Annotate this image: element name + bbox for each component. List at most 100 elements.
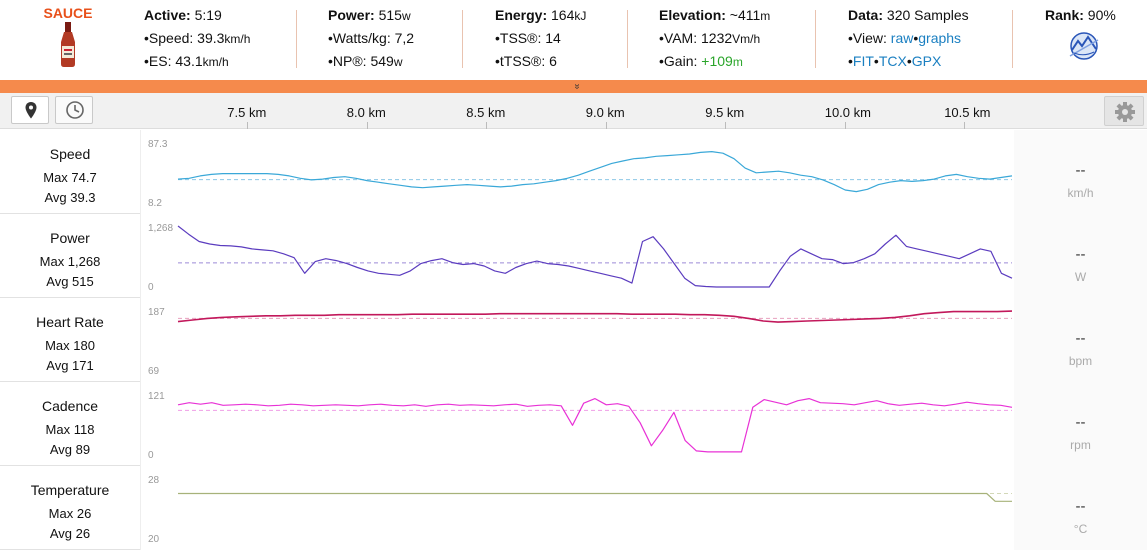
series-line-cadence (177, 398, 1013, 453)
elevation-value: ~411 (729, 7, 761, 23)
stream-avg: Avg 515 (46, 274, 94, 289)
divider (462, 10, 463, 68)
export-gpx-link[interactable]: GPX (911, 53, 942, 69)
distance-tick (366, 122, 368, 129)
divider (296, 10, 297, 68)
collapse-bar[interactable] (0, 80, 1147, 93)
distance-tick (725, 122, 727, 129)
export-tcx-link[interactable]: TCX (878, 53, 907, 69)
stream-title: Heart Rate (36, 314, 104, 330)
distance-tick (844, 122, 846, 129)
y-max-label: 87.3 (148, 139, 168, 150)
stream-unit: km/h (1067, 186, 1094, 200)
stream-readout (1014, 214, 1147, 298)
stream-unit: rpm (1070, 438, 1091, 452)
clock-icon (66, 101, 84, 119)
stream-unit: °C (1073, 522, 1088, 536)
distance-tick-label: 10.5 km (944, 105, 991, 120)
sauce-bottle-icon (61, 22, 75, 67)
stream-max: Max 180 (45, 338, 95, 353)
gain-value: +109 (701, 53, 733, 69)
world-tour-icon[interactable] (1064, 30, 1104, 62)
chevron-down-icon[interactable]: » (571, 83, 583, 90)
view-raw-link[interactable]: raw (890, 30, 914, 46)
time-mode-button[interactable] (55, 96, 93, 124)
stream-plot-cadence[interactable] (140, 382, 1014, 466)
stream-max: Max 118 (45, 422, 95, 437)
stream-avg: Avg 89 (49, 442, 91, 457)
series-line-hr (177, 310, 1013, 323)
stream-current-value: -- (1075, 414, 1086, 431)
y-max-label: 121 (148, 391, 165, 402)
y-min-label: 8.2 (148, 198, 162, 209)
stream-current-value: -- (1075, 246, 1086, 263)
series-line-power (177, 225, 1013, 288)
divider (815, 10, 816, 68)
distance-tick-label: 8.5 km (466, 105, 506, 120)
stream-chart-cadence (177, 398, 1013, 453)
chart-toolbar (0, 93, 1147, 129)
stream-readout (1014, 298, 1147, 382)
distance-tick (964, 122, 966, 129)
stream-plot-power[interactable] (140, 214, 1014, 298)
distance-tick-label: 7.5 km (227, 105, 267, 120)
tss-value: 14 (545, 30, 561, 46)
stats-header: SAUCE Active: 5:19 •Speed: 39.3km/h •ES:… (0, 0, 1147, 80)
es-value: 43.1 (175, 53, 203, 69)
stream-readout (1014, 466, 1147, 550)
stream-plot-hr[interactable] (140, 298, 1014, 382)
stream-title: Temperature (30, 482, 110, 498)
export-fit-link[interactable]: FIT (852, 53, 874, 69)
distance-tick (247, 122, 249, 129)
rank-value: 90% (1087, 7, 1116, 23)
y-max-label: 187 (148, 307, 165, 318)
vam-value: 1232 (701, 30, 733, 46)
stream-max: Max 26 (48, 506, 92, 521)
stream-current-value: -- (1075, 498, 1086, 515)
ttss-value: 6 (549, 53, 557, 69)
stream-current-value: -- (1075, 330, 1086, 347)
map-pin-icon (25, 102, 37, 119)
stream-avg: Avg 39.3 (44, 190, 96, 205)
brand[interactable]: SAUCE (0, 0, 136, 80)
distance-tick-label: 8.0 km (346, 105, 386, 120)
stream-max: Max 74.7 (43, 170, 97, 185)
stream-title: Power (50, 230, 90, 246)
y-min-label: 0 (148, 450, 154, 461)
y-max-label: 28 (148, 475, 160, 486)
distance-mode-button[interactable] (11, 96, 49, 124)
speed-value: 39.3 (197, 30, 225, 46)
stream-title: Cadence (41, 398, 99, 414)
distance-tick-label: 9.5 km (705, 105, 745, 120)
stream-avg: Avg 171 (46, 358, 94, 373)
stream-readout (1014, 130, 1147, 214)
samples-value: 320 Samples (886, 7, 969, 23)
stream-unit: W (1074, 270, 1087, 284)
distance-tick-label: 10.0 km (824, 105, 871, 120)
stream-chart-speed (177, 151, 1013, 193)
power-value: 515 (378, 7, 402, 23)
stream-chart-temp (178, 492, 1012, 502)
stream-max: Max 1,268 (39, 254, 101, 269)
np-value: 549 (370, 53, 394, 69)
energy-value: 164 (551, 7, 575, 23)
stream-readout (1014, 382, 1147, 466)
stream-title: Speed (49, 146, 91, 162)
gear-icon (1115, 102, 1135, 122)
stream-current-value: -- (1075, 162, 1086, 179)
view-graphs-link[interactable]: graphs (918, 30, 962, 46)
active-time: 5:19 (194, 7, 222, 23)
stream-unit: bpm (1068, 354, 1093, 368)
divider (1012, 10, 1013, 68)
brand-label: SAUCE (43, 5, 93, 21)
stream-plot-speed[interactable] (140, 130, 1014, 214)
y-min-label: 69 (148, 366, 160, 377)
wkg-value: 7,2 (394, 30, 415, 46)
stream-avg: Avg 26 (49, 526, 91, 541)
stream-plot-temp[interactable] (140, 466, 1014, 550)
series-line-speed (177, 151, 1013, 193)
distance-tick-label: 9.0 km (585, 105, 625, 120)
settings-button[interactable] (1104, 96, 1144, 126)
stream-chart-hr (177, 310, 1013, 323)
distance-tick (486, 122, 488, 129)
